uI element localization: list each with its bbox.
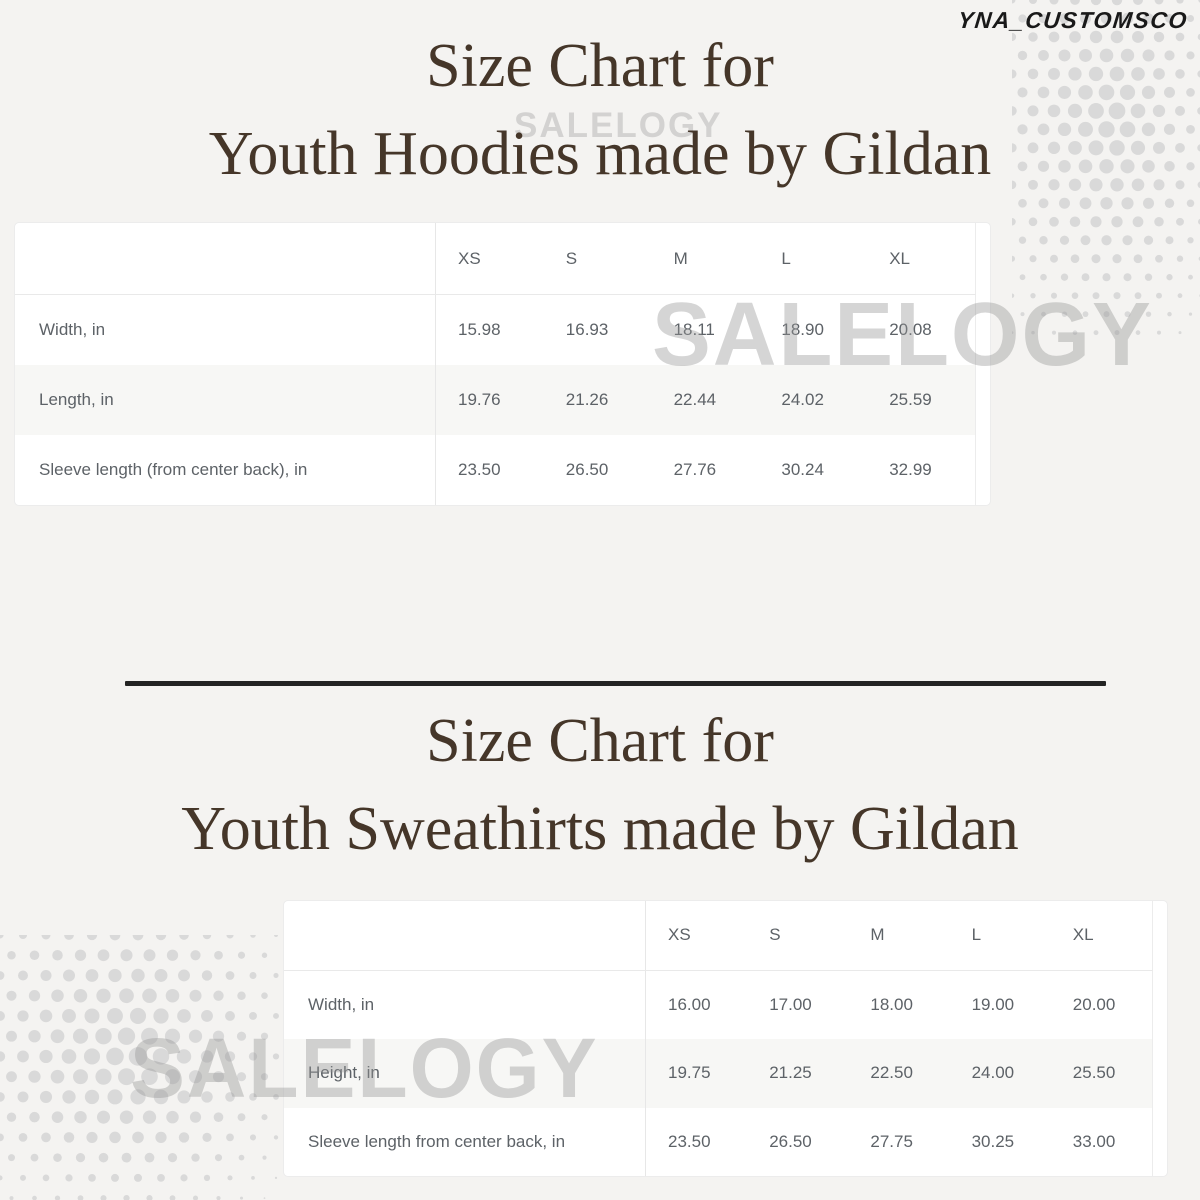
row-label: Width, in (15, 295, 436, 365)
value-cell: 19.75 (668, 1063, 711, 1083)
hoodies-size-table: XS S M L XL Width, in 15.98 16.93 18.11 … (14, 222, 991, 506)
value-cell: 24.02 (781, 390, 824, 409)
value-cell: 23.50 (668, 1131, 711, 1151)
value-cell: 15.98 (458, 320, 501, 339)
value-cell: 26.50 (769, 1131, 812, 1151)
table-row: Width, in 16.00 17.00 18.00 19.00 20.00 (284, 970, 1153, 1039)
section-divider (125, 681, 1106, 686)
value-cell: 26.50 (565, 460, 609, 479)
value-cell: 19.76 (458, 390, 501, 409)
row-label: Sleeve length (from center back), in (15, 435, 436, 505)
hoodies-title: Size Chart for Youth Hoodies made by Gil… (0, 22, 1200, 198)
value-cell: 30.25 (971, 1131, 1015, 1151)
value-cell: 24.00 (971, 1063, 1015, 1083)
value-cell: 32.99 (889, 460, 932, 479)
value-cell: 27.76 (673, 460, 717, 479)
row-label: Length, in (15, 365, 436, 435)
header-cell-xl: XL (1072, 925, 1094, 945)
row-label: Sleeve length from center back, in (284, 1107, 646, 1176)
header-cell-l: L (781, 248, 791, 268)
value-cell: 16.93 (565, 320, 609, 339)
table-row: Width, in 15.98 16.93 18.11 18.90 20.08 (15, 295, 976, 365)
value-cell: 16.00 (668, 994, 711, 1014)
header-empty-cell (284, 901, 646, 970)
row-label: Height, in (284, 1039, 646, 1108)
sweatshirts-title-line2: Youth Sweathirts made by Gildan (181, 795, 1019, 863)
value-cell: 20.00 (1072, 994, 1116, 1014)
value-cell: 17.00 (769, 994, 812, 1014)
header-cell-m: M (870, 925, 885, 945)
hoodies-title-line2: Youth Hoodies made by Gildan (208, 120, 992, 188)
header-cell-xs: XS (458, 248, 481, 268)
value-cell: 30.24 (781, 460, 824, 479)
header-cell-m: M (673, 248, 688, 268)
value-cell: 20.08 (889, 320, 932, 339)
value-cell: 25.59 (889, 390, 932, 409)
value-cell: 18.90 (781, 320, 824, 339)
table-row: Sleeve length from center back, in 23.50… (284, 1107, 1153, 1176)
table-header-row: XS S M L XL (15, 223, 976, 295)
value-cell: 23.50 (458, 460, 501, 479)
header-cell-s: S (565, 248, 578, 268)
value-cell: 33.00 (1072, 1131, 1116, 1151)
value-cell: 21.26 (565, 390, 609, 409)
value-cell: 18.00 (870, 994, 913, 1014)
hoodies-title-line1: Size Chart for (426, 32, 774, 100)
header-empty-cell (15, 223, 436, 294)
value-cell: 18.11 (673, 320, 715, 339)
sweatshirts-title: Size Chart for Youth Sweathirts made by … (0, 697, 1200, 873)
table-row: Sleeve length (from center back), in 23.… (15, 435, 976, 505)
header-cell-xs: XS (668, 925, 691, 945)
sweatshirts-title-line1: Size Chart for (426, 707, 774, 775)
header-cell-l: L (971, 925, 982, 945)
table-header-row: XS S M L XL (284, 901, 1153, 971)
brand-watermark: YNA_CUSTOMSCO (956, 7, 1190, 33)
table-row: Length, in 19.76 21.26 22.44 24.02 25.59 (15, 365, 976, 435)
value-cell: 27.75 (870, 1131, 913, 1151)
table-row: Height, in 19.75 21.25 22.50 24.00 25.50 (284, 1039, 1153, 1108)
value-cell: 21.25 (769, 1063, 812, 1083)
row-label: Width, in (284, 970, 646, 1039)
value-cell: 19.00 (971, 994, 1015, 1014)
sweatshirts-size-table: XS S M L XL Width, in 16.00 17.00 18.00 … (283, 900, 1168, 1177)
value-cell: 25.50 (1072, 1063, 1116, 1083)
header-cell-xl: XL (889, 248, 910, 268)
value-cell: 22.50 (870, 1063, 913, 1083)
header-cell-s: S (769, 925, 781, 945)
value-cell: 22.44 (673, 390, 717, 409)
